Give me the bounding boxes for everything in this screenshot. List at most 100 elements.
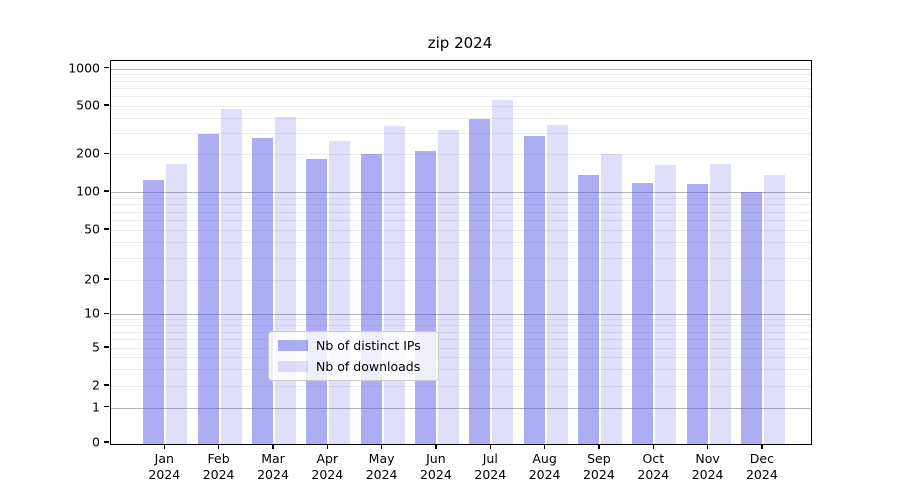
x-tick-month: Jun [426,451,446,466]
x-tick-label: Mar 2024 [243,451,303,482]
x-tick-month: Mar [261,451,285,466]
bar-distinct-ips [252,137,273,444]
y-tick-label: 1000 [68,60,100,76]
gridline-minor [111,230,811,231]
y-tick-label: 200 [76,145,100,161]
x-tick-year: 2024 [148,466,181,482]
x-tick-year: 2024 [202,466,235,482]
x-tick-month: Oct [642,451,665,466]
x-tick-month: Nov [695,451,720,466]
y-tick-label: 20 [84,271,100,287]
bar-distinct-ips [143,179,165,444]
x-tick-year: 2024 [745,466,778,482]
x-tick-label: Apr 2024 [297,451,357,482]
y-tick-mark [104,312,109,314]
x-tick-year: 2024 [311,466,344,482]
gridline-minor [111,132,811,134]
gridline-minor [111,154,811,156]
gridline-minor [111,386,811,387]
x-tick-year: 2024 [419,466,452,482]
bar-downloads [492,99,514,444]
bar-distinct-ips [197,133,219,444]
gridline-major [111,407,811,409]
bar-downloads [655,164,677,444]
x-tick-label: Sep 2024 [569,451,629,482]
x-tick-label: May 2024 [352,451,412,482]
x-tick-month: Jul [482,451,498,466]
x-tick-label: Jan 2024 [134,451,194,482]
bar-distinct-ips [686,184,708,444]
x-tick-mark [489,444,491,450]
gridline-major [111,314,811,316]
x-tick-label: Nov 2024 [678,451,738,482]
legend-swatch-distinct-ips [278,340,308,351]
x-tick-label: Dec 2024 [732,451,792,482]
bar-distinct-ips [523,135,545,444]
legend-label-downloads: Nb of downloads [316,359,421,374]
y-tick-mark [104,278,109,280]
gridline-minor [111,369,811,371]
y-tick-mark [104,228,109,230]
x-tick-mark [435,444,437,450]
gridline-major [111,192,811,193]
bar-distinct-ips [469,119,491,444]
legend-row-distinct-ips: Nb of distinct IPs [278,338,430,353]
x-tick-month: May [368,451,395,466]
bar-downloads [546,125,568,444]
y-tick-mark [104,346,109,348]
bar-downloads [166,163,188,444]
bar-distinct-ips [577,175,599,444]
gridline-minor [111,242,811,244]
x-tick-mark [163,444,165,450]
gridline-minor [111,106,811,107]
gridline-minor [111,211,811,213]
y-tick-mark [104,441,109,443]
x-tick-label: Aug 2024 [515,451,575,482]
x-tick-year: 2024 [637,466,670,482]
gridline-major [111,68,811,70]
y-tick-label: 2 [92,377,100,393]
gridline-minor [111,80,811,82]
x-tick-month: Feb [207,451,230,466]
bar-downloads [763,174,785,444]
gridline-minor [111,319,811,321]
gridline-minor [111,96,811,98]
x-tick-month: Dec [749,451,774,466]
gridline-minor [111,87,811,89]
gridline-minor [111,204,811,206]
y-tick-mark [104,384,109,386]
bar-downloads [709,163,731,444]
gridline-minor [111,348,811,349]
x-tick-year: 2024 [257,466,289,482]
bar-distinct-ips [740,192,762,444]
x-tick-year: 2024 [691,466,724,482]
x-tick-mark [543,444,546,450]
y-tick-label: 1 [92,399,100,415]
gridline-minor [111,325,811,327]
gridline-minor [111,331,811,333]
plot-area [110,60,812,445]
x-tick-month: Aug [532,451,557,466]
x-tick-mark [217,444,220,450]
y-tick-label: 0 [92,434,100,450]
x-tick-month: Apr [316,451,339,466]
x-tick-month: Jan [154,451,174,466]
gridline-minor [111,74,811,76]
chart-title: zip 2024 [427,34,493,52]
y-tick-label: 5 [92,339,100,355]
x-tick-label: Jul 2024 [460,451,520,482]
legend-swatch-downloads [278,361,308,372]
y-tick-label: 100 [76,183,100,199]
y-tick-mark [104,104,109,106]
gridline-minor [111,257,811,259]
x-tick-year: 2024 [474,466,507,482]
gridline-minor [111,220,811,221]
y-tick-mark [104,190,109,192]
bar-downloads [383,125,405,444]
bar-downloads [437,129,459,444]
gridline-minor [111,197,811,199]
y-tick-mark [104,67,109,69]
legend-row-downloads: Nb of downloads [278,359,430,374]
y-tick-mark [104,152,109,154]
gridline-minor [111,117,811,119]
